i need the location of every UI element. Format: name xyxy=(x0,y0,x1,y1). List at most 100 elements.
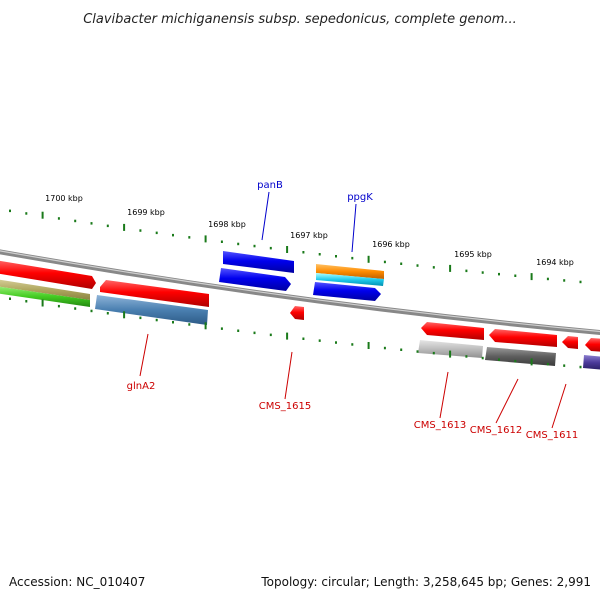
minor-tick xyxy=(383,260,386,264)
minor-tick xyxy=(563,364,566,367)
minor-tick xyxy=(318,253,321,256)
gene-feature-red[interactable] xyxy=(421,322,484,340)
gene-label-glnA2[interactable]: glnA2 xyxy=(127,381,156,392)
minor-tick xyxy=(172,321,174,324)
leader-line-CMS_1613 xyxy=(439,371,449,419)
map-title: Clavibacter michiganensis subsp. sepedon… xyxy=(83,12,517,27)
minor-tick xyxy=(318,339,321,342)
accession-text: Accession: NC_010407 xyxy=(9,575,145,589)
kbp-label: 1694 kbp xyxy=(536,258,574,267)
minor-tick xyxy=(237,329,240,332)
leader-line-CMS_1612 xyxy=(495,378,519,424)
minor-tick xyxy=(220,240,223,243)
gene-feature-CMS_1615[interactable] xyxy=(290,306,304,320)
minor-tick xyxy=(465,269,468,273)
minor-tick xyxy=(335,341,337,344)
outer-tick-track xyxy=(9,209,582,284)
minor-tick xyxy=(302,251,305,254)
minor-tick xyxy=(563,279,566,282)
minor-tick xyxy=(579,365,582,369)
inner-tick-track xyxy=(9,297,582,369)
minor-tick xyxy=(335,255,337,258)
minor-tick xyxy=(579,280,582,284)
reverse-strand-features xyxy=(290,306,600,370)
minor-tick xyxy=(269,333,272,337)
gene-labels: panB ppgK glnA2 CMS_1615 CMS_1613 CMS_16… xyxy=(127,180,579,441)
kbp-label: 1697 kbp xyxy=(290,231,328,240)
gene-feature-red[interactable] xyxy=(100,280,209,307)
leader-line-CMS_1615 xyxy=(284,351,293,400)
minor-tick xyxy=(237,242,240,246)
kbp-label: 1695 kbp xyxy=(454,250,492,259)
leader-line-CMS_1611 xyxy=(551,383,567,429)
major-tick xyxy=(123,311,126,319)
minor-tick xyxy=(74,219,77,223)
minor-tick xyxy=(172,233,174,237)
major-tick xyxy=(530,273,533,281)
minor-tick xyxy=(74,307,77,310)
major-tick xyxy=(204,322,207,330)
minor-tick xyxy=(383,346,386,350)
gene-feature-red[interactable] xyxy=(489,329,557,347)
minor-tick xyxy=(514,359,517,363)
kbp-labels: 1700 kbp 1699 kbp 1698 kbp 1697 kbp 1696… xyxy=(45,194,574,267)
minor-tick xyxy=(465,355,468,358)
gene-label-CMS_1615[interactable]: CMS_1615 xyxy=(259,401,311,412)
minor-tick xyxy=(155,318,158,322)
minor-tick xyxy=(269,246,272,250)
gene-label-panB[interactable]: panB xyxy=(257,180,283,191)
minor-tick xyxy=(253,244,256,248)
minor-tick xyxy=(416,350,419,353)
minor-tick xyxy=(106,224,109,228)
minor-tick xyxy=(188,236,191,239)
minor-tick xyxy=(432,351,435,355)
minor-tick xyxy=(188,323,191,326)
minor-tick xyxy=(57,217,60,220)
kbp-label: 1696 kbp xyxy=(372,240,410,249)
minor-tick xyxy=(57,304,60,308)
minor-tick xyxy=(155,231,158,235)
gene-feature-green[interactable] xyxy=(0,286,90,307)
kbp-label: 1700 kbp xyxy=(45,194,83,203)
minor-tick xyxy=(481,356,484,360)
major-tick xyxy=(367,342,370,349)
minor-tick xyxy=(351,343,354,346)
leader-line-ppgK xyxy=(351,203,357,253)
gene-feature-steel[interactable] xyxy=(95,295,208,325)
genome-backbone xyxy=(0,249,600,336)
minor-tick xyxy=(498,272,500,276)
gene-label-CMS_1613[interactable]: CMS_1613 xyxy=(414,420,466,431)
gene-feature-CMS_1612[interactable] xyxy=(485,347,556,366)
major-tick xyxy=(449,264,452,272)
minor-tick xyxy=(302,337,305,340)
gene-feature-red[interactable] xyxy=(585,338,600,352)
gene-feature-CMS_1611[interactable] xyxy=(583,355,600,370)
gene-label-CMS_1612[interactable]: CMS_1612 xyxy=(470,425,522,436)
gene-feature-panB[interactable] xyxy=(223,251,294,273)
genome-summary-text: Topology: circular; Length: 3,258,645 bp… xyxy=(260,575,591,589)
gene-feature-red[interactable] xyxy=(562,336,578,349)
gene-feature-red[interactable] xyxy=(0,260,96,289)
gene-feature-cyan[interactable] xyxy=(316,273,384,286)
minor-tick xyxy=(514,274,517,277)
gene-feature-blue[interactable] xyxy=(219,268,291,291)
minor-tick xyxy=(253,331,256,335)
major-tick xyxy=(204,235,207,243)
gene-label-CMS_1611[interactable]: CMS_1611 xyxy=(526,430,578,441)
major-tick xyxy=(367,255,370,263)
major-tick xyxy=(41,299,44,307)
minor-tick xyxy=(498,358,500,361)
minor-tick xyxy=(416,264,419,267)
forward-strand-features xyxy=(0,251,384,325)
minor-tick xyxy=(9,209,11,213)
kbp-label: 1698 kbp xyxy=(208,220,246,229)
leader-line-panB xyxy=(261,191,270,241)
gene-feature-blue[interactable] xyxy=(313,282,381,301)
gene-feature-tan[interactable] xyxy=(0,279,90,300)
gene-label-ppgK[interactable]: ppgK xyxy=(347,192,373,203)
minor-tick xyxy=(90,222,93,225)
minor-tick xyxy=(432,266,435,269)
leader-line-glnA2 xyxy=(139,333,149,377)
gene-feature-ppgK[interactable] xyxy=(316,264,384,279)
minor-tick xyxy=(400,348,403,351)
